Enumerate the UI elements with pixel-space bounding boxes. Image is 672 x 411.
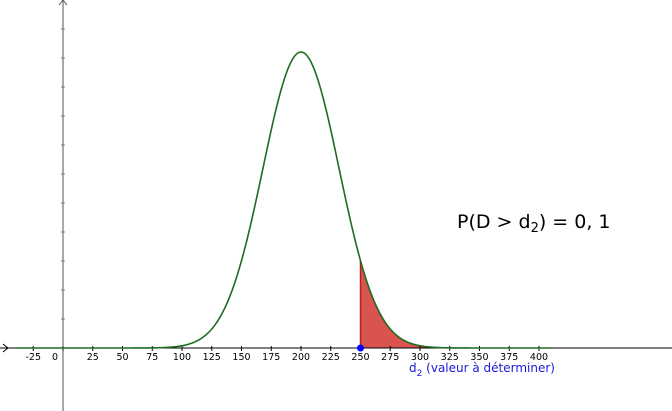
x-tick-label: 325 <box>441 352 459 363</box>
shaded-tail-area <box>360 260 551 349</box>
x-axis-left-arrow-icon <box>2 343 9 353</box>
y-axis-top-arrow-icon <box>58 0 68 6</box>
x-tick-label: 350 <box>470 352 488 363</box>
x-tick-label: 25 <box>87 352 99 363</box>
normal-density-curve <box>15 51 551 349</box>
x-tick-label: 250 <box>351 352 369 363</box>
x-tick-label: 400 <box>530 352 548 363</box>
x-tick-label: 200 <box>292 352 310 363</box>
x-tick-label: 275 <box>381 352 399 363</box>
x-tick-label: 375 <box>500 352 518 363</box>
x-axis-tick-labels: -25 25 50 75 100 125 150 175 200 225 250 275 300 325 3… <box>25 352 548 363</box>
x-tick-label: 150 <box>232 352 250 363</box>
d2-point[interactable] <box>357 344 364 352</box>
x-tick-label: 125 <box>203 352 221 363</box>
d2-point-label: d2 (valeur à déterminer) <box>409 361 555 379</box>
x-tick-label: 75 <box>146 352 158 363</box>
x-tick-label: 225 <box>322 352 340 363</box>
x-tick-label-origin: 0 <box>52 352 58 363</box>
x-tick-label: 175 <box>262 352 280 363</box>
x-tick-label: 100 <box>173 352 191 363</box>
x-tick-label: 300 <box>411 352 429 363</box>
x-tick-label: -25 <box>25 352 41 363</box>
x-tick-label: 50 <box>116 352 128 363</box>
probability-annotation: P(D > d2) = 0, 1 <box>457 211 611 236</box>
